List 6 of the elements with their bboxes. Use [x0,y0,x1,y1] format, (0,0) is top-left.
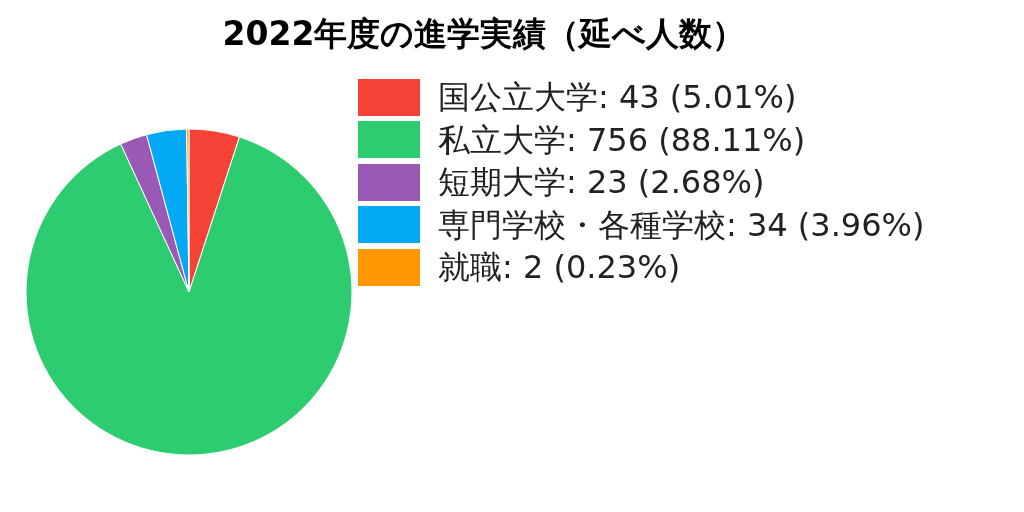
legend-label: 就職: 2 (0.23%) [438,248,681,287]
legend-label: 専門学校・各種学校: 34 (3.96%) [438,205,925,244]
chart-title: 2022年度の進学実績（延べ人数） [221,13,747,55]
legend-label: 短期大学: 23 (2.68%) [438,163,765,202]
legend-label: 私立大学: 756 (88.11%) [438,120,806,159]
legend-label: 国公立大学: 43 (5.01%) [438,78,797,117]
